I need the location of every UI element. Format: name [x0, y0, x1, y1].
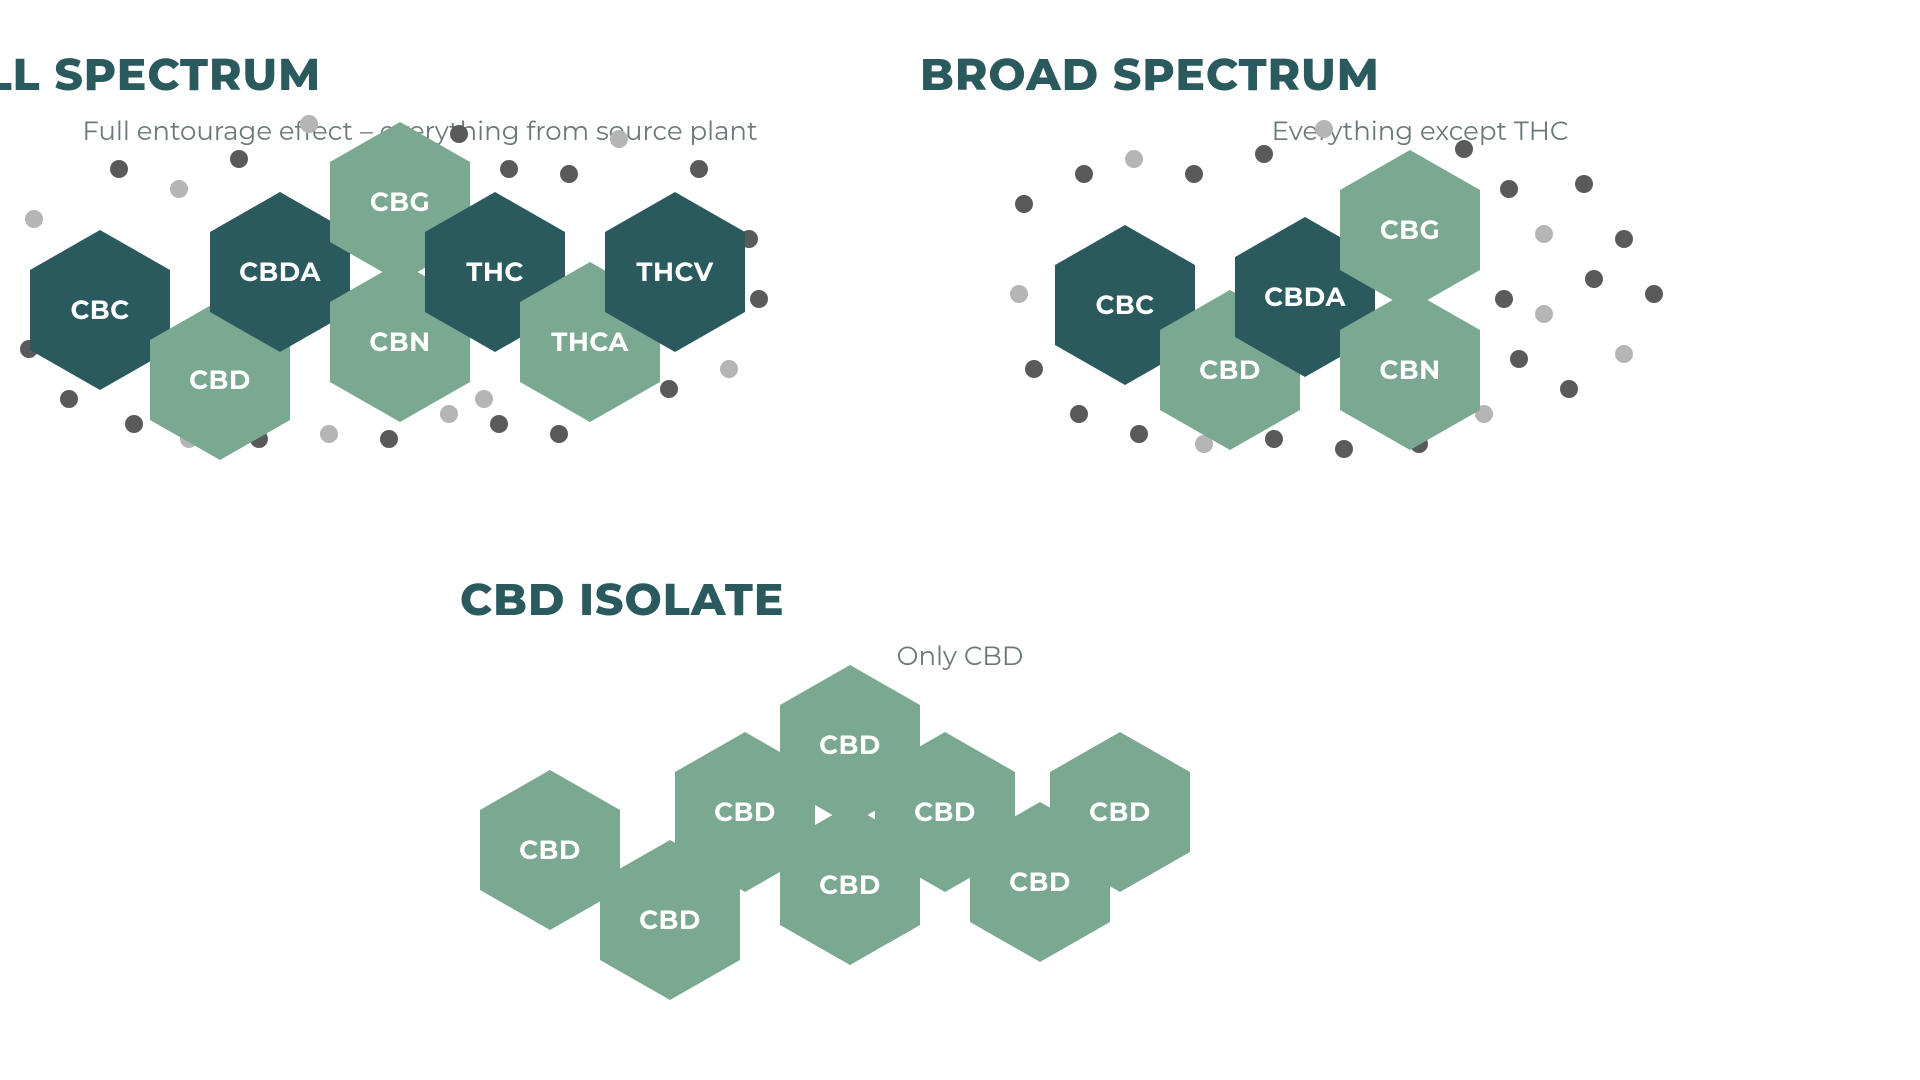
- full_spectrum-dot: [320, 425, 338, 443]
- broad_spectrum-dot: [1130, 425, 1148, 443]
- broad_spectrum-diagram: CBCCBDCBDACBGCBN: [1055, 175, 1755, 475]
- full_spectrum-dot: [230, 150, 248, 168]
- full_spectrum-dot: [500, 160, 518, 178]
- full_spectrum-diagram: CBCCBDCBDACBGCBNTHCTHCATHCV: [30, 170, 790, 470]
- broad_spectrum-dot: [1535, 225, 1553, 243]
- broad_spectrum-dot: [1315, 120, 1333, 138]
- hex-label: CBC: [70, 294, 129, 326]
- hex-label: CBD: [714, 796, 776, 828]
- broad_spectrum-dot: [1535, 305, 1553, 323]
- broad_spectrum-dot: [1575, 175, 1593, 193]
- hex-label: CBC: [1095, 289, 1154, 321]
- full_spectrum-dot: [550, 425, 568, 443]
- broad_spectrum-dot: [1010, 285, 1028, 303]
- broad_spectrum-dot: [1125, 150, 1143, 168]
- hex-label: THC: [466, 256, 523, 288]
- cbd_isolate-hex-cbd: CBD: [1050, 732, 1190, 892]
- broad_spectrum-dot: [1070, 405, 1088, 423]
- full_spectrum-dot: [750, 290, 768, 308]
- full_spectrum-hex-thcv: THCV: [605, 192, 745, 352]
- hex-label: CBD: [519, 834, 581, 866]
- full_spectrum-dot: [300, 115, 318, 133]
- broad_spectrum-dot: [1510, 350, 1528, 368]
- cbd_isolate-hex-cbd: CBD: [480, 770, 620, 930]
- full_spectrum-dot: [475, 390, 493, 408]
- cbd_isolate-diagram: CBDCBDCBDCBDCBDCBDCBDCBD: [480, 700, 1380, 1000]
- hex-label: CBN: [1379, 354, 1440, 386]
- hex-label: CBG: [370, 186, 430, 218]
- full_spectrum-dot: [125, 415, 143, 433]
- full_spectrum-dot: [490, 415, 508, 433]
- broad_spectrum-dot: [1075, 165, 1093, 183]
- hex-label: CBD: [189, 364, 251, 396]
- hex-label: THCV: [636, 256, 713, 288]
- broad_spectrum-dot: [1560, 380, 1578, 398]
- broad_spectrum-hex-cbg: CBG: [1340, 150, 1480, 310]
- hex-label: CBD: [639, 904, 701, 936]
- full_spectrum-hex-cbc: CBC: [30, 230, 170, 390]
- broad_spectrum-dot: [1495, 290, 1513, 308]
- full_spectrum-dot: [25, 210, 43, 228]
- broad_spectrum-subtitle: Everything except THC: [820, 115, 1920, 147]
- hex-label: CBN: [369, 326, 430, 358]
- hex-label: CBD: [914, 796, 976, 828]
- broad_spectrum-dot: [1645, 285, 1663, 303]
- full_spectrum-dot: [60, 390, 78, 408]
- full_spectrum-dot: [170, 180, 188, 198]
- broad_spectrum-dot: [1500, 180, 1518, 198]
- broad_spectrum-hex-cbn: CBN: [1340, 290, 1480, 450]
- full_spectrum-dot: [560, 165, 578, 183]
- cbd_isolate-subtitle: Only CBD: [360, 640, 1560, 672]
- full_spectrum-hex-cbda: CBDA: [210, 192, 350, 352]
- full_spectrum-title: FULL SPECTRUM: [0, 48, 920, 102]
- hex-label: CBDA: [239, 256, 321, 288]
- cbd_isolate-title: CBD ISOLATE: [460, 573, 1460, 627]
- full_spectrum-dot: [660, 380, 678, 398]
- broad_spectrum-dot: [1615, 230, 1633, 248]
- hex-label: CBDA: [1264, 281, 1346, 313]
- full_spectrum-dot: [380, 430, 398, 448]
- broad_spectrum-title: BROAD SPECTRUM: [920, 48, 1920, 102]
- full_spectrum-dot: [110, 160, 128, 178]
- full_spectrum-dot: [610, 130, 628, 148]
- hex-label: CBG: [1380, 214, 1440, 246]
- broad_spectrum-dot: [1255, 145, 1273, 163]
- broad_spectrum-dot: [1615, 345, 1633, 363]
- broad_spectrum-dot: [1185, 165, 1203, 183]
- broad_spectrum-dot: [1025, 360, 1043, 378]
- broad_spectrum-dot: [1015, 195, 1033, 213]
- hex-label: CBD: [819, 869, 881, 901]
- hex-label: CBD: [1089, 796, 1151, 828]
- broad_spectrum-dot: [1585, 270, 1603, 288]
- full_spectrum-dot: [690, 160, 708, 178]
- full_spectrum-dot: [720, 360, 738, 378]
- hex-label: CBD: [819, 729, 881, 761]
